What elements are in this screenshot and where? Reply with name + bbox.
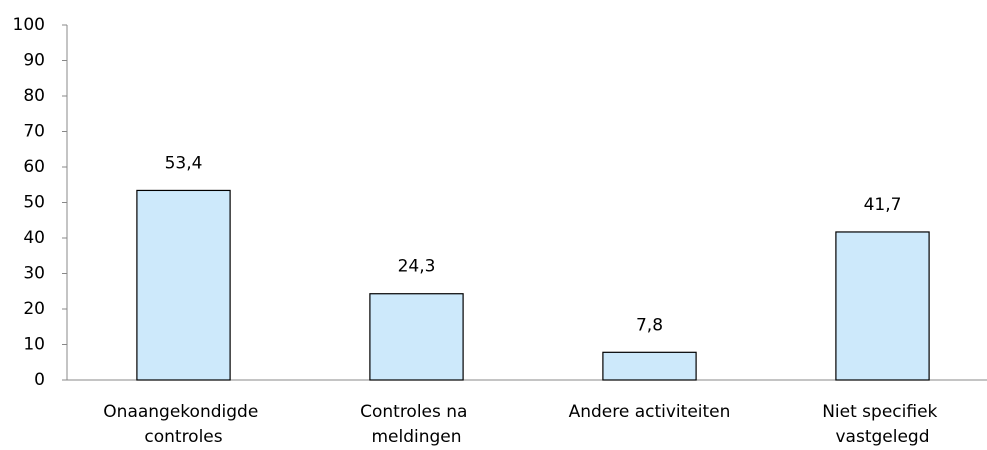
data-label: 24,3	[398, 257, 436, 277]
y-tick-label: 50	[23, 193, 45, 213]
y-tick-label: 80	[23, 86, 45, 106]
x-tick-label: Niet specifiek vastgelegd	[822, 402, 943, 447]
data-label: 7,8	[636, 315, 663, 335]
bar	[602, 351, 697, 381]
bar	[136, 189, 231, 381]
y-tick-label: 90	[23, 51, 45, 71]
y-tick-label: 40	[23, 228, 45, 248]
bar	[835, 231, 930, 381]
y-tick-label: 30	[23, 264, 45, 284]
y-tick-label: 70	[23, 122, 45, 142]
data-label: 41,7	[864, 195, 902, 215]
y-tick-label: 20	[23, 299, 45, 319]
x-tick-label: Onaangekondigde controles	[103, 402, 263, 447]
data-label: 53,4	[165, 153, 203, 173]
y-tick-label: 0	[34, 370, 45, 390]
y-tick-label: 100	[13, 15, 45, 35]
bar	[369, 293, 464, 381]
x-tick-label: Controles na meldingen	[360, 402, 473, 447]
x-tick-label: Andere activiteiten	[569, 402, 731, 422]
y-tick-label: 60	[23, 157, 45, 177]
y-tick-label: 10	[23, 335, 45, 355]
